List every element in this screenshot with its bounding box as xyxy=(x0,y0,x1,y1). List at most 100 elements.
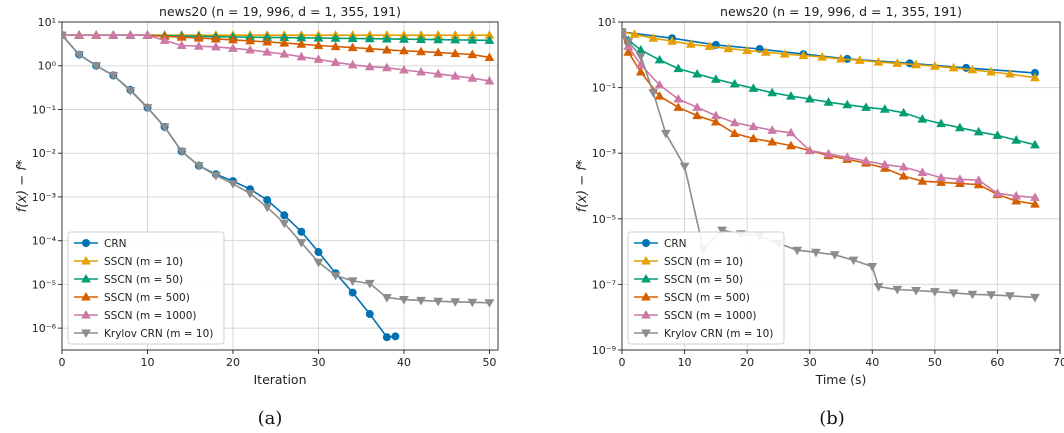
data-point xyxy=(917,167,928,176)
chart-title: news20 (n = 19, 996, d = 1, 355, 191) xyxy=(720,4,962,19)
x-tick-label: 20 xyxy=(740,356,754,369)
series-line xyxy=(622,31,1036,146)
data-point xyxy=(142,30,153,39)
data-point xyxy=(433,34,444,44)
data-point xyxy=(91,30,102,39)
data-point xyxy=(467,73,478,82)
data-point xyxy=(364,33,375,43)
data-point xyxy=(279,38,290,47)
data-point xyxy=(954,178,965,187)
legend-marker xyxy=(82,238,91,247)
data-point xyxy=(786,140,796,150)
legend-marker xyxy=(81,255,91,265)
data-point xyxy=(245,35,255,45)
x-tick-label: 30 xyxy=(803,356,817,369)
data-point xyxy=(467,35,478,44)
legend-label: SSCN (m = 1000) xyxy=(104,310,196,322)
data-point xyxy=(635,66,646,76)
data-point xyxy=(1030,72,1040,82)
y-axis-label: f(x) − f* xyxy=(575,159,590,212)
data-point xyxy=(685,39,696,48)
data-point xyxy=(228,43,238,52)
y-tick-label: 10⁻⁷ xyxy=(592,278,616,291)
data-point xyxy=(381,62,392,72)
x-tick-label: 0 xyxy=(59,356,66,369)
x-tick-label: 30 xyxy=(311,356,325,369)
data-point xyxy=(817,52,828,61)
data-point xyxy=(450,48,461,58)
data-point xyxy=(91,62,102,71)
data-point xyxy=(898,107,909,117)
data-point xyxy=(710,110,721,120)
data-point xyxy=(314,248,323,257)
data-point xyxy=(848,256,859,266)
data-point xyxy=(467,49,478,59)
data-point xyxy=(263,196,272,205)
y-tick-label: 10⁻³ xyxy=(592,147,616,160)
data-point xyxy=(159,35,170,44)
legend-label: SSCN (m = 500) xyxy=(104,292,190,304)
data-point xyxy=(176,147,187,157)
data-point xyxy=(210,171,221,181)
data-point xyxy=(159,123,170,132)
data-point xyxy=(648,33,659,42)
x-tick-label: 20 xyxy=(226,356,240,369)
legend-box xyxy=(627,231,785,345)
data-point xyxy=(892,58,903,67)
data-point xyxy=(416,46,426,56)
data-point xyxy=(804,145,815,155)
data-point xyxy=(767,136,778,146)
data-point xyxy=(108,30,119,39)
data-point xyxy=(811,248,821,258)
data-point xyxy=(245,189,255,199)
legend-marker xyxy=(641,291,651,301)
data-point xyxy=(1011,135,1022,144)
legend-label: SSCN (m = 50) xyxy=(664,274,743,286)
data-point xyxy=(279,219,290,229)
data-point xyxy=(729,117,740,127)
data-point xyxy=(399,64,409,74)
data-point xyxy=(1005,292,1015,301)
data-point xyxy=(692,68,702,78)
data-point xyxy=(948,62,959,72)
y-axis-label: f(x) − f* xyxy=(15,159,30,212)
data-point xyxy=(1011,195,1022,205)
data-point xyxy=(967,290,978,300)
data-point xyxy=(667,36,677,45)
data-point xyxy=(967,64,978,74)
data-point xyxy=(748,83,759,92)
legend-label: Krylov CRN (m = 10) xyxy=(664,328,773,340)
series-sscn-m-10- xyxy=(622,26,1040,82)
data-point xyxy=(962,63,971,72)
y-tick-label: 10⁻⁶ xyxy=(32,322,57,335)
series-krylov-crn-m-10- xyxy=(62,31,495,308)
data-point xyxy=(973,126,984,136)
data-point xyxy=(892,285,903,295)
data-point xyxy=(660,129,671,139)
data-point xyxy=(836,53,846,63)
legend: CRN SSCN (m = 10) SSCN (m = 50) SSCN (m = 5… xyxy=(67,231,225,345)
x-tick-label: 50 xyxy=(928,356,942,369)
y-tick-label: 10⁻¹ xyxy=(592,82,616,95)
data-point xyxy=(948,289,959,298)
data-point xyxy=(262,47,273,56)
data-point xyxy=(936,177,947,186)
data-point xyxy=(898,161,909,171)
data-point xyxy=(381,44,392,54)
data-point xyxy=(911,286,921,296)
data-point xyxy=(313,54,324,63)
data-point xyxy=(767,125,778,134)
data-point xyxy=(365,310,374,319)
x-tick-label: 70 xyxy=(1053,356,1064,369)
legend-label: SSCN (m = 10) xyxy=(104,256,183,268)
legend-label: SSCN (m = 1000) xyxy=(664,310,756,322)
data-point xyxy=(399,45,409,55)
data-point xyxy=(467,298,478,308)
x-tick-label: 0 xyxy=(619,356,626,369)
data-point xyxy=(742,45,753,55)
series-line xyxy=(622,31,1036,199)
data-point xyxy=(761,47,771,56)
legend-marker xyxy=(641,309,651,319)
data-point xyxy=(829,251,840,260)
